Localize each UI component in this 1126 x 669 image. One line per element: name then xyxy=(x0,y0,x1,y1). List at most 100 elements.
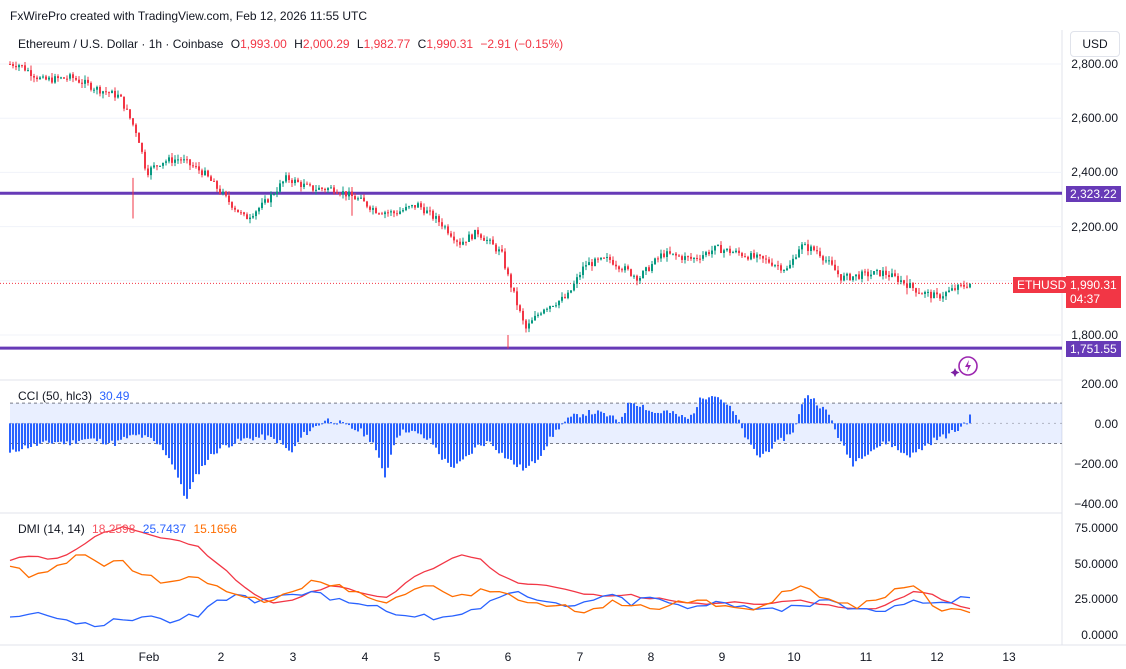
cci-bar xyxy=(465,423,467,457)
cci-bar xyxy=(777,423,779,440)
cci-bar xyxy=(93,423,95,439)
cci-bar xyxy=(849,423,851,458)
cci-bar xyxy=(471,423,473,454)
cci-bar xyxy=(804,398,806,424)
high-value: 2,000.29 xyxy=(302,37,350,51)
cci-bar xyxy=(666,410,668,424)
candle xyxy=(447,224,449,236)
cci-bar xyxy=(228,423,230,448)
cci-bar xyxy=(819,408,821,424)
candle xyxy=(207,169,209,178)
cci-bar xyxy=(846,423,848,455)
cci-bar xyxy=(252,423,254,441)
cci-bar xyxy=(336,423,338,425)
candle xyxy=(54,73,56,84)
candle xyxy=(744,253,746,258)
cci-bar xyxy=(606,416,608,424)
candle xyxy=(867,268,869,282)
currency-button[interactable]: USD xyxy=(1070,31,1120,57)
cci-bar xyxy=(534,423,536,464)
countdown: 04:37 xyxy=(1070,292,1101,306)
candle xyxy=(864,268,866,276)
cci-bar xyxy=(180,423,182,485)
cci-bar xyxy=(813,398,815,424)
candle xyxy=(261,198,263,210)
cci-bar xyxy=(801,404,803,424)
cci-bar xyxy=(129,423,131,436)
cci-bar xyxy=(702,398,704,424)
cci-bar xyxy=(66,423,68,442)
candle xyxy=(390,209,392,217)
symbol-title: Ethereum / U.S. Dollar · 1h · Coinbase xyxy=(18,37,224,51)
candle xyxy=(405,203,407,212)
time-tick-31: 31 xyxy=(71,650,85,664)
cci-bar xyxy=(12,423,14,450)
cci-bar xyxy=(27,423,29,449)
candle xyxy=(318,185,320,191)
candle xyxy=(606,253,608,262)
cci-bar xyxy=(435,423,437,448)
cci-bar xyxy=(879,423,881,447)
candle xyxy=(732,250,734,254)
cci-bar xyxy=(18,423,20,452)
candle xyxy=(873,270,875,275)
candle xyxy=(408,205,410,210)
cci-bar xyxy=(279,423,281,441)
cci-bar xyxy=(624,413,626,424)
candle xyxy=(423,203,425,216)
candle xyxy=(933,290,935,299)
cci-bar xyxy=(621,416,623,424)
cci-bar xyxy=(564,421,566,424)
dmi-minus-di-line xyxy=(9,554,971,614)
candle xyxy=(675,251,677,260)
alert-lightning-icon[interactable] xyxy=(950,356,978,377)
candle xyxy=(345,191,347,201)
cci-bar xyxy=(201,423,203,466)
cci-bar xyxy=(960,423,962,427)
candle xyxy=(717,244,719,247)
candle xyxy=(630,268,632,277)
cci-bar xyxy=(762,423,764,454)
candle xyxy=(159,165,161,167)
cci-bar xyxy=(858,423,860,459)
open-value: 1,993.00 xyxy=(240,37,287,51)
cci-bar xyxy=(420,423,422,435)
cci-bar xyxy=(300,423,302,438)
candle xyxy=(756,252,758,263)
cci-bar xyxy=(192,423,194,483)
header-credit: FxWirePro created with TradingView.com, … xyxy=(10,9,368,23)
candle xyxy=(435,212,437,224)
candle xyxy=(462,237,464,246)
candle xyxy=(723,248,725,258)
cci-bar xyxy=(552,423,554,437)
candle xyxy=(441,218,443,230)
candle xyxy=(24,62,26,72)
candle xyxy=(945,290,947,300)
cci-bar xyxy=(591,414,593,424)
candle xyxy=(432,209,434,221)
candle xyxy=(417,201,419,208)
candle xyxy=(651,260,653,274)
price-tick-1800: 1,800.00 xyxy=(1071,328,1118,342)
cci-bar xyxy=(957,423,959,431)
candle xyxy=(198,162,200,174)
candle xyxy=(339,192,341,197)
cci-bar xyxy=(207,423,209,460)
candle xyxy=(51,73,53,84)
cci-bar xyxy=(843,423,845,446)
candle xyxy=(528,319,530,333)
candle xyxy=(33,73,35,83)
cci-bar xyxy=(969,414,971,424)
candle xyxy=(834,259,836,271)
cci-bar xyxy=(747,423,749,440)
cci-bar xyxy=(360,423,362,429)
candle xyxy=(267,198,269,203)
candle xyxy=(930,289,932,303)
candle xyxy=(57,74,59,82)
cci-bar xyxy=(735,414,737,424)
candle xyxy=(474,229,476,240)
candle xyxy=(243,211,245,217)
candle xyxy=(702,251,704,261)
candle xyxy=(18,63,20,72)
cci-bar xyxy=(609,415,611,424)
